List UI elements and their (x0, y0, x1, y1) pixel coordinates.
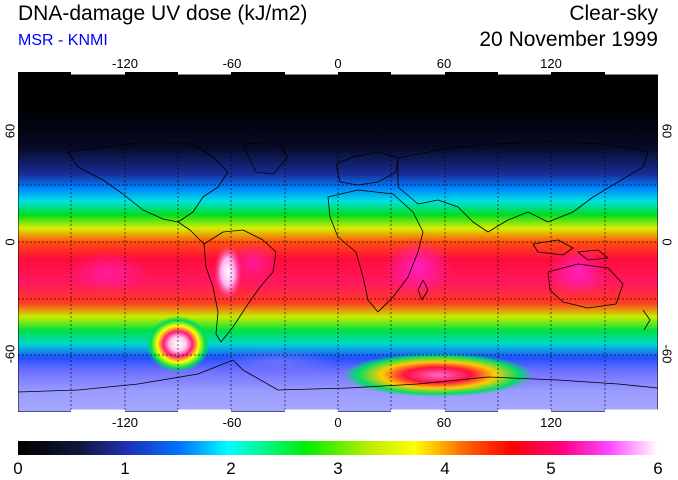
australia-pink-zone (548, 248, 608, 296)
colorbar-label-3: 3 (333, 459, 343, 478)
lat-tick-left-60: 60 (2, 123, 18, 139)
lat-tick-right-60: 60 (659, 123, 675, 139)
lon-tick-top-120: 120 (540, 56, 562, 71)
uv-dose-world-map (18, 72, 658, 412)
colorbar-label-0: 0 (13, 459, 23, 478)
lon-tick-bottom-0: 0 (334, 415, 342, 430)
colorbar-gradient (18, 441, 658, 455)
lon-tick-bottom-120: 120 (540, 415, 562, 430)
graticule (18, 72, 658, 412)
southeast-asia-islands (532, 239, 609, 261)
lon-tick-top-60: 60 (436, 56, 452, 71)
north-america-coast (67, 141, 229, 223)
europe-coast (335, 151, 399, 186)
australia-coast (547, 263, 624, 309)
coastlines (18, 141, 658, 393)
southern-ocean-cool-zone (218, 350, 338, 374)
greenland-coast (242, 141, 289, 175)
lat-tick-right-m60: -60 (659, 344, 675, 364)
lon-tick-top-m120: -120 (111, 56, 139, 71)
lat-tick-right-0: 0 (659, 238, 675, 246)
lon-tick-bottom-60: 60 (436, 415, 452, 430)
colorbar-label-1: 1 (120, 459, 130, 478)
asia-coast (397, 141, 649, 233)
lon-tick-top-0: 0 (334, 56, 342, 71)
lon-tick-bottom-m60: -60 (222, 415, 242, 430)
new-zealand-coast (642, 309, 651, 331)
map-title: DNA-damage UV dose (kJ/m2) (18, 2, 308, 25)
colorbar-label-5: 5 (546, 459, 556, 478)
sky-condition: Clear-sky (569, 2, 658, 25)
lat-tick-left-0: 0 (2, 238, 18, 246)
map-date: 20 November 1999 (479, 28, 658, 51)
south-america-coast (203, 229, 277, 343)
lat-tick-left-m60: -60 (2, 344, 18, 364)
colorbar-label-6: 6 (653, 459, 663, 478)
brazil-pink-zone (228, 242, 278, 282)
source-label: MSR - KNMI (18, 32, 108, 49)
colorbar-label-2: 2 (226, 459, 236, 478)
pacific-pink-zone (68, 252, 148, 292)
map-frame (18, 72, 658, 412)
madagascar-coast (417, 279, 429, 301)
lon-tick-bottom-m120: -120 (111, 415, 139, 430)
colorbar (18, 441, 658, 455)
colorbar-label-4: 4 (440, 459, 450, 478)
lon-tick-top-m60: -60 (222, 56, 242, 71)
antarctic-uv-maximum (343, 353, 533, 397)
antarctica-coast (18, 359, 658, 393)
africa-pink-zone (383, 239, 453, 295)
central-america-coast (177, 221, 205, 245)
